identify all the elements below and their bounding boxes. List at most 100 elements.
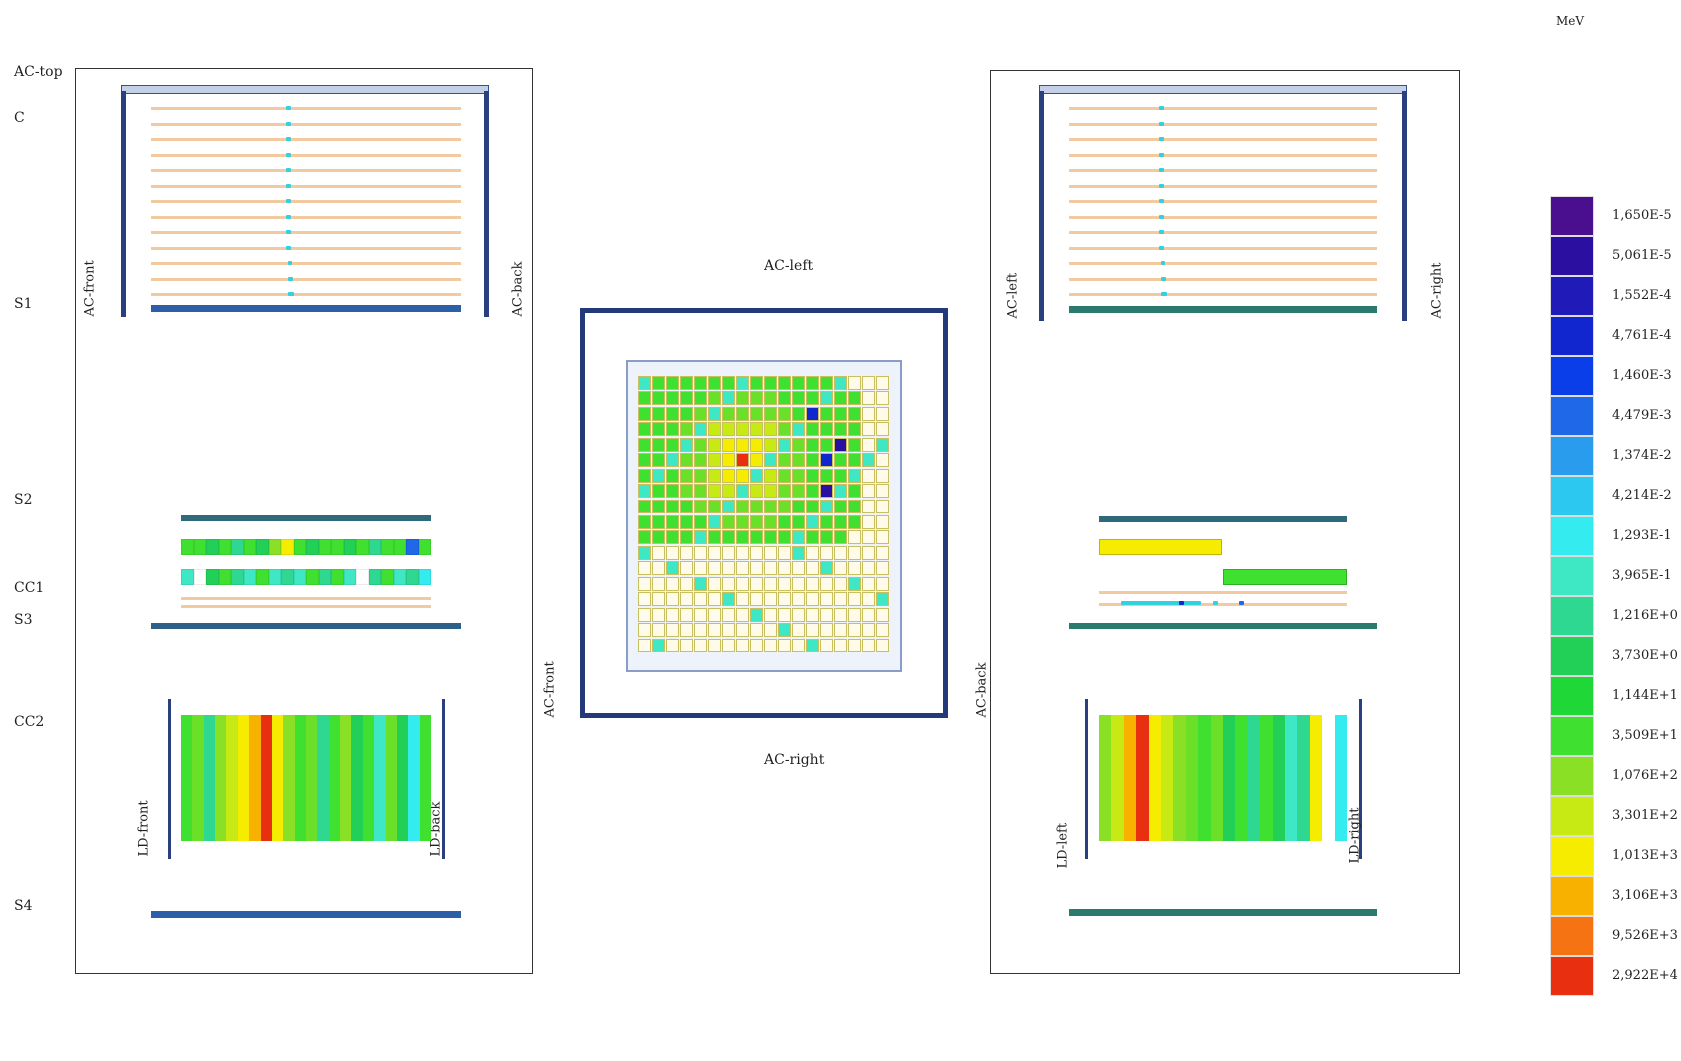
- cc1-cell: [393, 539, 406, 555]
- right-cc1-green-block: [1223, 569, 1347, 585]
- pixel-cell: [820, 530, 833, 545]
- calorimeter-bar: [385, 715, 397, 841]
- right-s3-rail: [1069, 623, 1377, 629]
- calorimeter-bar: [1309, 715, 1323, 841]
- pixel-cell: [792, 437, 805, 452]
- pixel-cell: [834, 530, 847, 545]
- pixel-cell: [792, 607, 805, 622]
- pixel-cell: [722, 607, 735, 622]
- cc1-cell: [268, 569, 281, 585]
- cc1-cell: [331, 569, 344, 585]
- pixel-cell: [708, 391, 721, 406]
- pixel-cell: [736, 530, 749, 545]
- calorimeter-bar: [283, 715, 295, 841]
- pixel-cell: [638, 406, 651, 421]
- ld-right-label: LD-right: [1347, 807, 1363, 864]
- cc1-cell: [243, 539, 256, 555]
- right-cc1-strip-2: [1099, 603, 1347, 606]
- pixel-cell: [820, 422, 833, 437]
- pixel-cell: [848, 437, 861, 452]
- pixel-cell: [834, 561, 847, 576]
- cc1-cell: [406, 539, 419, 555]
- pixel-cell: [834, 545, 847, 560]
- pixel-cell: [820, 623, 833, 638]
- colorbar-tick-label: 9,526E+3: [1612, 928, 1678, 943]
- cc1-cell: [256, 539, 269, 555]
- calorimeter-bar: [249, 715, 261, 841]
- pixel-cell: [764, 576, 777, 591]
- pixel-cell: [680, 499, 693, 514]
- pixel-cell: [666, 499, 679, 514]
- calorimeter-bar: [1334, 715, 1347, 841]
- hit-marker: [1159, 121, 1164, 126]
- pixel-cell: [694, 592, 707, 607]
- pixel-cell: [680, 391, 693, 406]
- pixel-cell: [820, 499, 833, 514]
- pixel-cell: [834, 576, 847, 591]
- pixel-cell: [778, 592, 791, 607]
- pixel-cell: [736, 376, 749, 390]
- cc1-cell: [293, 569, 306, 585]
- cc1-strip: [181, 597, 431, 600]
- cc1-cell: [331, 539, 344, 555]
- pixel-cell: [680, 592, 693, 607]
- pixel-cell: [862, 376, 875, 390]
- pixel-cell: [708, 576, 721, 591]
- pixel-cell: [876, 484, 889, 499]
- calorimeter-bar: [396, 715, 409, 841]
- pixel-cell: [708, 623, 721, 638]
- pixel-cell: [792, 515, 805, 529]
- cc1-cell: [256, 569, 269, 585]
- pixel-cell: [652, 391, 665, 406]
- ld-back-wall: [442, 699, 445, 859]
- pixel-cell: [862, 391, 875, 406]
- pixel-cell: [750, 484, 763, 499]
- pixel-cell: [778, 437, 791, 452]
- pixel-cell: [820, 376, 833, 390]
- cc1-cell: [243, 569, 256, 585]
- cc1-cell: [306, 569, 319, 585]
- pixel-cell: [820, 545, 833, 560]
- pixel-cell: [862, 545, 875, 560]
- colorbar-swatch: [1550, 636, 1594, 676]
- s4-rail: [151, 911, 461, 918]
- hit-marker: [1159, 106, 1164, 110]
- pixel-cell: [666, 638, 679, 653]
- pixel-cell: [834, 453, 847, 468]
- pixel-cell: [722, 499, 735, 514]
- center-ac-back-label: AC-back: [974, 662, 990, 718]
- pixel-cell: [820, 453, 833, 468]
- pixel-cell: [694, 499, 707, 514]
- pixel-cell: [638, 530, 651, 545]
- pixel-cell: [792, 545, 805, 560]
- center-ac-left-label: AC-left: [764, 258, 814, 274]
- c-layer-strip: [151, 184, 461, 188]
- c-layer-strip: [151, 262, 461, 265]
- pixel-cell: [764, 499, 777, 514]
- calorimeter-bar: [1198, 715, 1211, 841]
- c-layer-strip: [1069, 138, 1377, 141]
- pixel-cell: [652, 638, 665, 653]
- pixel-cell: [652, 530, 665, 545]
- pixel-cell: [736, 623, 749, 638]
- pixel-cell: [778, 623, 791, 638]
- pixel-cell: [764, 376, 777, 390]
- colorbar-swatch: [1550, 356, 1594, 396]
- cc1-cell: [356, 569, 369, 585]
- c-layer-strip: [151, 246, 461, 250]
- cc1-cell: [193, 539, 206, 555]
- calorimeter-bar: [1297, 715, 1310, 841]
- pixel-cell: [792, 530, 805, 545]
- pixel-cell: [806, 561, 819, 576]
- pixel-cell: [848, 422, 861, 437]
- pixel-cell: [652, 468, 665, 483]
- pixel-cell: [708, 422, 721, 437]
- pixel-cell: [876, 623, 889, 638]
- calorimeter-bar: [1260, 715, 1273, 841]
- center-ac-frame: [580, 308, 948, 718]
- pixel-cell: [792, 468, 805, 483]
- pixel-cell: [652, 576, 665, 591]
- pixel-cell: [652, 499, 665, 514]
- pixel-cell: [792, 499, 805, 514]
- pixel-cell: [834, 437, 847, 452]
